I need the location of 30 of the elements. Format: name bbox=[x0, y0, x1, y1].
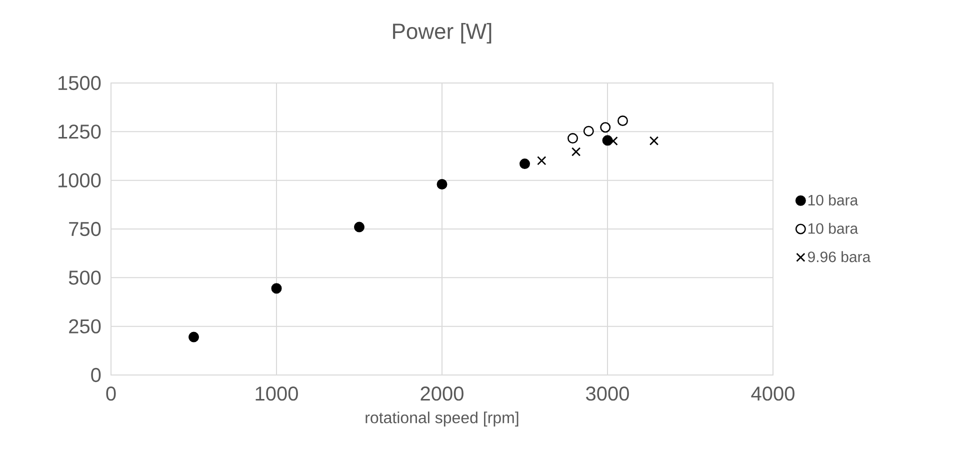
y-tick-label: 1000 bbox=[58, 173, 101, 188]
point bbox=[188, 332, 199, 342]
x-tick-label: 0 bbox=[106, 386, 116, 401]
point bbox=[617, 116, 628, 126]
legend-label: 10 bara bbox=[808, 194, 858, 206]
chart-title: Power [W] bbox=[393, 22, 492, 44]
point bbox=[568, 133, 578, 144]
x-tick-label: 3000 bbox=[586, 386, 629, 401]
legend-label: 9.96 bara bbox=[808, 251, 871, 262]
y-tick-label: 750 bbox=[69, 222, 101, 236]
y-tick-label: 0 bbox=[91, 368, 101, 382]
x-axis-title: rotational speed [rpm] bbox=[366, 412, 518, 426]
point bbox=[649, 136, 659, 146]
point bbox=[520, 158, 530, 170]
point bbox=[271, 283, 282, 294]
legend-label: 10 bara bbox=[808, 222, 858, 234]
x-tick-label: 1000 bbox=[256, 386, 298, 401]
point bbox=[608, 136, 618, 146]
point bbox=[354, 222, 365, 232]
y-tick-label: 1500 bbox=[58, 76, 101, 90]
point bbox=[583, 126, 594, 136]
point bbox=[436, 178, 448, 190]
x-tick-label: 2000 bbox=[420, 386, 464, 401]
y-tick-label: 250 bbox=[69, 319, 101, 334]
y-tick-label: 500 bbox=[68, 270, 101, 285]
point bbox=[571, 147, 581, 156]
x-tick-label: 4000 bbox=[751, 386, 794, 401]
point bbox=[600, 122, 611, 133]
y-tick-label: 1250 bbox=[58, 124, 101, 139]
point bbox=[537, 156, 546, 166]
